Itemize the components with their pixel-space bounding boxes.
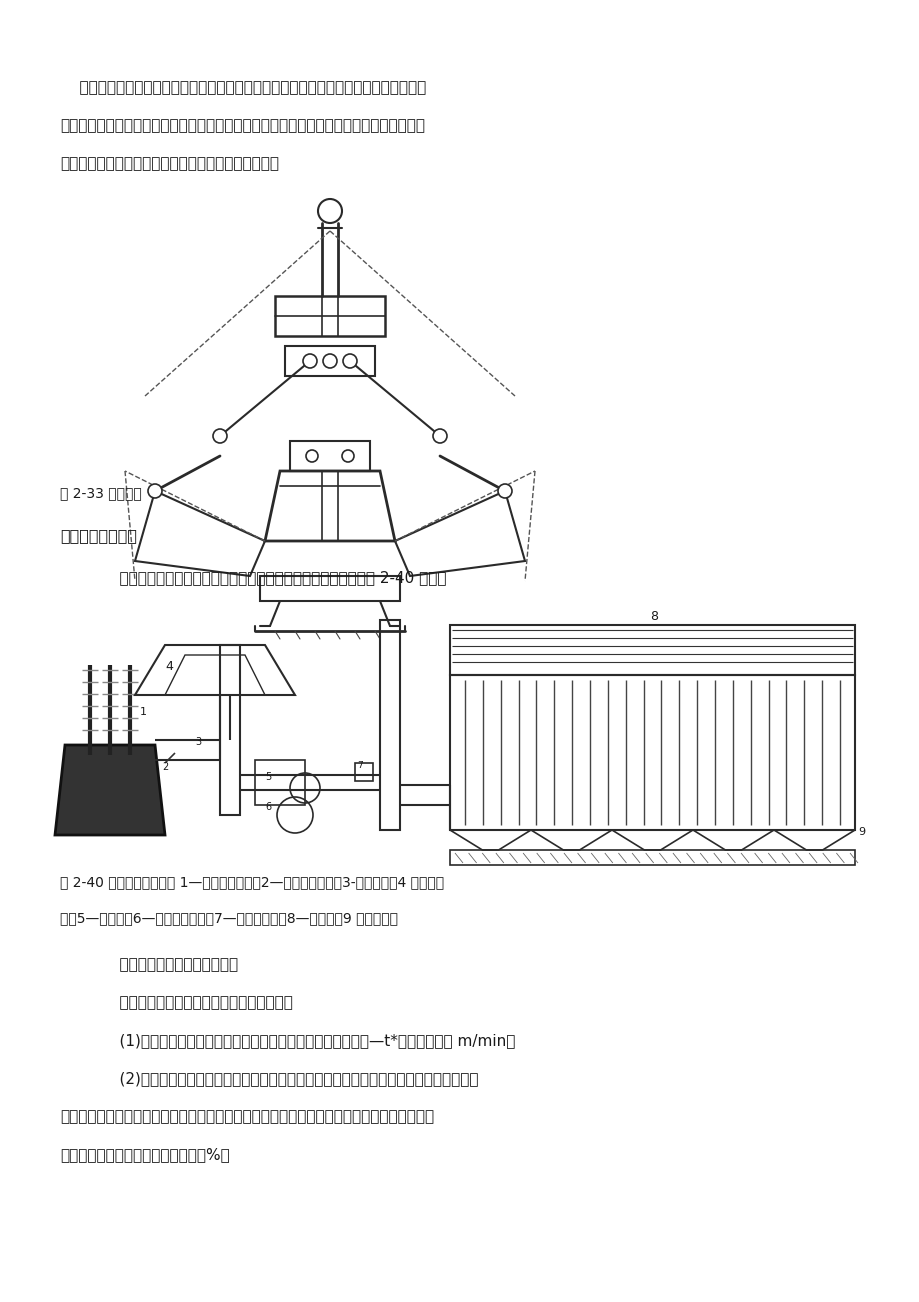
Bar <box>449 850 854 865</box>
Bar <box>449 625 854 674</box>
Text: (2)不灵敏区，用来衡量调节系统对电弧电流变化大小的灵敏性的一个指标，即电弧电流: (2)不灵敏区，用来衡量调节系统对电弧电流变化大小的灵敏性的一个指标，即电弧电流 <box>100 1072 478 1086</box>
Text: 6: 6 <box>265 802 271 812</box>
Bar <box>355 763 372 781</box>
Text: 2: 2 <box>162 762 168 772</box>
Polygon shape <box>55 745 165 835</box>
Text: 罐底，炉料下落时的机械冲击大，装料时易损坏炉底。: 罐底，炉料下落时的机械冲击大，装料时易损坏炉底。 <box>60 156 278 171</box>
Text: 7: 7 <box>357 760 362 769</box>
Circle shape <box>323 354 336 368</box>
Bar <box>449 674 854 829</box>
Text: 不需要人工串链条板和专门的台架。其缺点是料罐不能放入炉内，只能在熔炼室的上部打开: 不需要人工串链条板和专门的台架。其缺点是料罐不能放入炉内，只能在熔炼室的上部打开 <box>60 118 425 133</box>
Text: 这种料罐的优点是能在一定程度上控制料罐底打开的程度，以控制炉料下落速度，同时: 这种料罐的优点是能在一定程度上控制料罐底打开的程度，以控制炉料下落速度，同时 <box>60 79 425 95</box>
Text: 1: 1 <box>140 707 147 717</box>
Circle shape <box>213 428 227 443</box>
Text: 电极自动调节系统的技术指标: 电极自动调节系统的技术指标 <box>100 957 238 973</box>
Text: 罩；5—主风机；6—滤袋反吹风机；7—温度控制器；8—滤袋室；9 一积尘卸出: 罩；5—主风机；6—滤袋反吹风机；7—温度控制器；8—滤袋室；9 一积尘卸出 <box>60 911 398 924</box>
Text: 3: 3 <box>195 737 201 747</box>
Text: 以电流额定値的百分数表示，单位为%。: 以电流额定値的百分数表示，单位为%。 <box>60 1147 230 1161</box>
Circle shape <box>342 450 354 462</box>
Text: 电极自动调节系统的技术指标有以下几项：: 电极自动调节系统的技术指标有以下几项： <box>100 995 292 1010</box>
Text: 偏离给定値要超过一定范围后，才能使电极升降，否则调节器不工作，这个范围称不灵敏区。: 偏离给定値要超过一定范围后，才能使电极升降，否则调节器不工作，这个范围称不灵敏区… <box>60 1109 434 1124</box>
Text: 8: 8 <box>650 611 657 622</box>
Text: 采用炉内外结合排烟，滤袋除尘器除尘的电炉排烟除尘系统如图 2-40 所示。: 采用炉内外结合排烟，滤袋除尘器除尘的电炉排烟除尘系统如图 2-40 所示。 <box>100 570 446 585</box>
Circle shape <box>148 484 162 497</box>
Bar <box>255 760 305 805</box>
Text: 9: 9 <box>857 827 864 837</box>
Circle shape <box>302 354 317 368</box>
Text: 4: 4 <box>165 660 173 673</box>
Circle shape <box>497 484 512 497</box>
Text: 5: 5 <box>265 772 271 783</box>
Text: 图 2-33 蛤式料罐: 图 2-33 蛤式料罐 <box>60 486 142 500</box>
Bar <box>380 620 400 829</box>
Circle shape <box>343 354 357 368</box>
Text: 图 2-40 电炉排烟除尘系统 1—炉顶排烟弯管；2—冷风进人翳板；3-换向翳板；4 一顶莒大: 图 2-40 电炉排烟除尘系统 1—炉顶排烟弯管；2—冷风进人翳板；3-换向翳板… <box>60 875 444 889</box>
Circle shape <box>306 450 318 462</box>
Text: (1)电极最大提升速度，用来衡量电极自动调节系统快速性的—t*指标，单位为 m/min。: (1)电极最大提升速度，用来衡量电极自动调节系统快速性的—t*指标，单位为 m/… <box>100 1032 515 1048</box>
Bar <box>220 644 240 815</box>
Circle shape <box>433 428 447 443</box>
Text: 电炉排烟除尘系统: 电炉排烟除尘系统 <box>60 529 137 543</box>
